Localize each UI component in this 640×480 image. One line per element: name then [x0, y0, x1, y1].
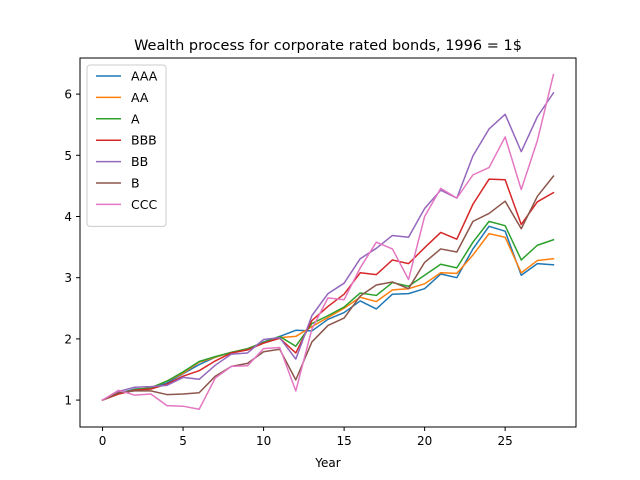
legend-box	[86, 64, 167, 227]
x-axis-label: Year	[314, 456, 340, 470]
series-line-bbb	[101, 178, 555, 402]
y-tick-label: 4	[64, 210, 72, 224]
series-line-ccc	[101, 73, 555, 410]
y-tick-label: 6	[64, 88, 72, 102]
series-line-aaa	[101, 225, 555, 402]
legend-label-b: B	[131, 176, 140, 191]
legend-label-ccc: CCC	[131, 197, 157, 212]
x-tick-label: 5	[179, 434, 187, 448]
chart-title: Wealth process for corporate rated bonds…	[134, 38, 522, 54]
legend-label-a: A	[131, 111, 140, 126]
x-tick-label: 15	[336, 434, 351, 448]
y-tick-label: 2	[64, 332, 72, 346]
y-axis: 1 2 3 4 5 6	[64, 88, 80, 408]
legend-label-aaa: AAA	[131, 69, 158, 84]
x-tick-label: 20	[417, 434, 432, 448]
x-tick-label: 10	[256, 434, 271, 448]
series-layer	[101, 73, 555, 410]
series-line-b	[101, 175, 555, 402]
series-line-a	[101, 220, 555, 402]
x-tick-label: 25	[498, 434, 513, 448]
legend-label-aa: AA	[131, 90, 149, 105]
y-tick-label: 1	[64, 394, 72, 408]
y-tick-label: 3	[64, 271, 72, 285]
x-tick-label: 0	[99, 434, 107, 448]
legend-label-bbb: BBB	[131, 133, 157, 148]
y-tick-label: 5	[64, 149, 72, 163]
legend-label-bb: BB	[131, 154, 148, 169]
series-line-bb	[101, 91, 555, 402]
plot-frame	[79, 57, 577, 428]
x-axis: 0 5 10 15 20 25	[99, 427, 513, 448]
